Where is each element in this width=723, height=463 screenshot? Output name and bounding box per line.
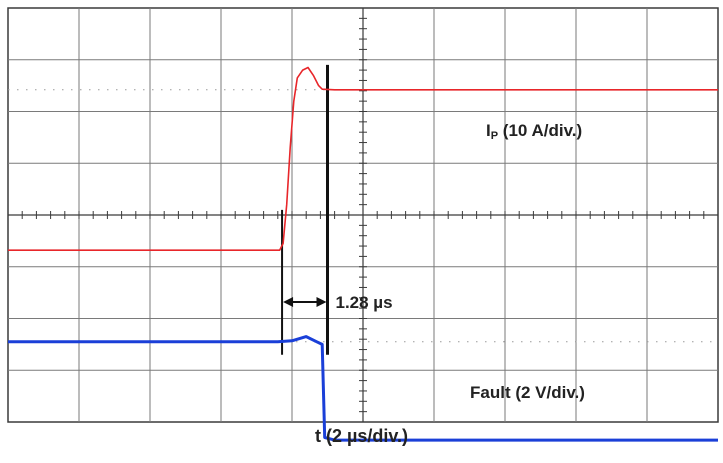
delay-arrow-head-right	[316, 297, 327, 307]
traces	[8, 66, 718, 442]
delay-arrow-head-left	[283, 297, 294, 307]
ip-series-label-rest: (10 A/div.)	[498, 121, 582, 140]
ip-series-label-sub: P	[491, 130, 498, 142]
delay-annotation: 1.28 µs	[281, 64, 393, 355]
fault-series-label: Fault (2 V/div.)	[470, 383, 585, 402]
delay-annotation-label: 1.28 µs	[336, 293, 393, 312]
x-axis-label: t (2 µs/div.)	[314, 426, 409, 446]
fault-trace-line	[8, 335, 718, 442]
grid	[7, 7, 719, 423]
ip-trace-line	[8, 66, 718, 251]
ip-series-label-main: I	[486, 121, 491, 140]
ip-series-label: IP (10 A/div.)	[486, 121, 582, 142]
